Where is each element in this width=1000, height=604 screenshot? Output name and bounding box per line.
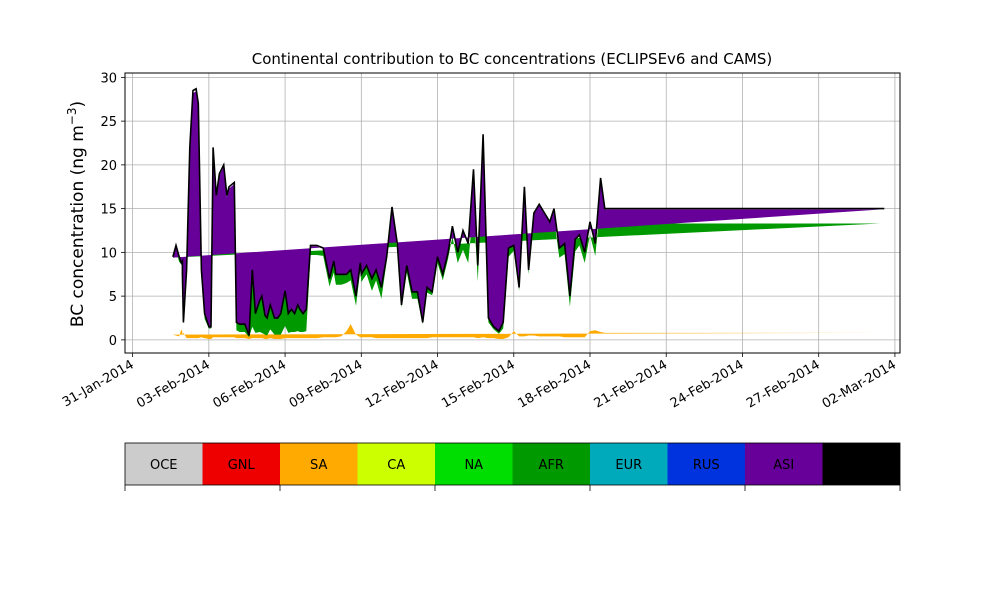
x-tick-label: 06-Feb-2014 [211,357,290,411]
x-tick-label: 09-Feb-2014 [287,357,366,411]
continent-legend: OCE GNL SA CA NA AFR EUR RUS ASI AUS [124,442,901,491]
legend-label-sa: SA [310,458,327,473]
legend-label-afr: AFR [539,458,564,473]
plot-frame [124,72,901,354]
stacked-areas [172,87,885,339]
total-line [172,87,885,336]
x-axis: 31-Jan-201403-Feb-201406-Feb-201409-Feb-… [60,353,899,412]
x-tick-label: 02-Mar-2014 [820,357,899,411]
legend-label-oce: OCE [150,458,178,473]
x-tick-label: 18-Feb-2014 [515,357,594,411]
x-tick-label: 12-Feb-2014 [363,357,442,411]
y-tick-label: 5 [109,290,117,305]
legend-swatch-afr [512,443,590,485]
legend-label-rus: RUS [693,458,720,473]
y-axis-label: BC concentration (ng m−3) [65,101,88,327]
legend-swatch-ca [357,443,435,485]
legend-swatch-aus [822,443,900,485]
area-afr [172,106,881,338]
y-axis: 0 5 10 15 20 25 30 [100,71,125,349]
y-tick-label: 10 [100,246,117,261]
legend-label-ca: CA [387,458,405,473]
legend-label-asi: ASI [773,458,794,473]
legend-label-gnl: GNL [228,458,256,473]
legend-swatch-sa [280,443,358,485]
x-tick-label: 27-Feb-2014 [744,357,823,411]
legend-frame [124,442,901,486]
y-tick-label: 25 [100,115,117,130]
legend-swatch-eur [590,443,668,485]
area-sa [172,324,881,339]
y-tick-label: 0 [109,334,117,349]
legend-label-aus: AUS [848,458,875,473]
legend-swatch-oce [125,443,203,485]
y-tick-label: 15 [100,203,117,218]
legend-label-eur: EUR [615,458,642,473]
legend-swatch-rus [667,443,745,485]
area-asi [172,91,881,336]
legend-swatch-asi [745,443,823,485]
y-tick-label: 20 [100,159,117,174]
x-tick-label: 31-Jan-2014 [60,357,137,410]
legend-swatch-gnl [202,443,280,485]
x-tick-label: 03-Feb-2014 [134,357,213,411]
legend-swatch-na [435,443,513,485]
x-tick-label: 24-Feb-2014 [668,357,747,411]
y-tick-label: 30 [100,71,117,86]
x-tick-label: 15-Feb-2014 [439,357,518,411]
legend-label-na: NA [464,458,483,473]
x-tick-label: 21-Feb-2014 [592,357,671,411]
chart-title: Continental contribution to BC concentra… [252,50,773,68]
